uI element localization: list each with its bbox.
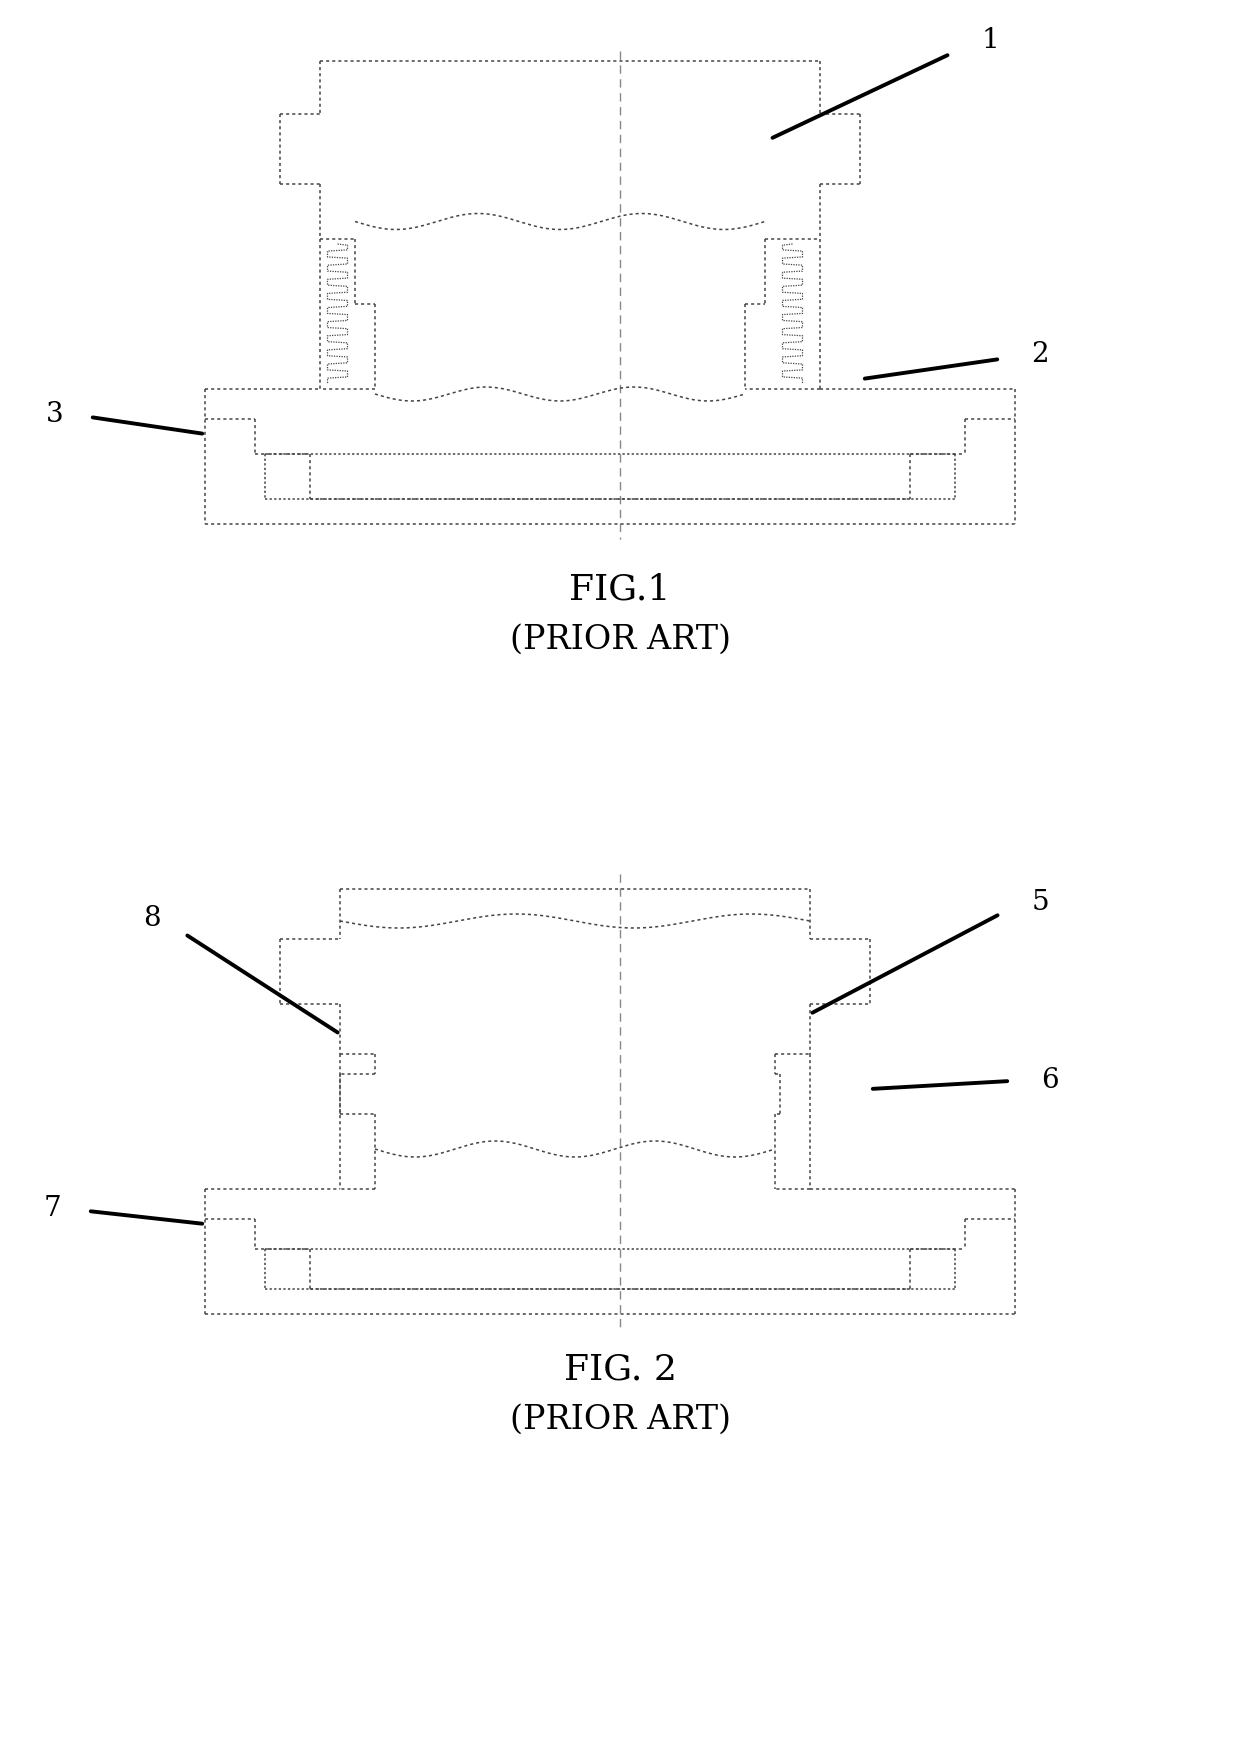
Text: 8: 8 [143, 904, 161, 932]
Text: FIG. 2: FIG. 2 [563, 1353, 677, 1386]
Text: 5: 5 [1032, 888, 1049, 914]
Text: (PRIOR ART): (PRIOR ART) [510, 1404, 730, 1435]
Text: 7: 7 [43, 1194, 61, 1220]
Text: FIG.1: FIG.1 [569, 573, 671, 607]
Text: 3: 3 [46, 402, 63, 428]
Text: 6: 6 [1042, 1066, 1059, 1092]
Text: 1: 1 [981, 26, 999, 54]
Text: 2: 2 [1032, 341, 1049, 369]
Text: (PRIOR ART): (PRIOR ART) [510, 624, 730, 656]
